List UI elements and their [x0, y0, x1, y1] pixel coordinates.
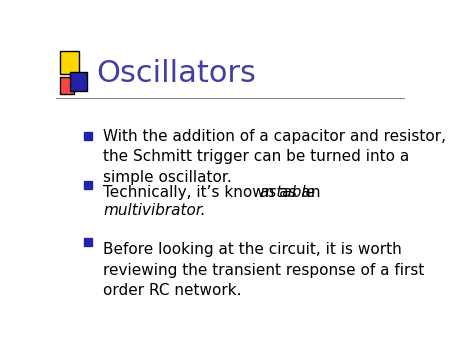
Text: Oscillators: Oscillators [96, 58, 256, 88]
FancyBboxPatch shape [60, 77, 74, 94]
FancyBboxPatch shape [69, 72, 87, 91]
Text: Technically, it’s known as an: Technically, it’s known as an [104, 185, 326, 200]
Text: multivibrator.: multivibrator. [104, 203, 206, 218]
Text: With the addition of a capacitor and resistor,
the Schmitt trigger can be turned: With the addition of a capacitor and res… [104, 129, 446, 185]
FancyBboxPatch shape [60, 51, 79, 74]
Text: Before looking at the circuit, it is worth
reviewing the transient response of a: Before looking at the circuit, it is wor… [104, 242, 425, 298]
Text: astable: astable [260, 185, 315, 200]
